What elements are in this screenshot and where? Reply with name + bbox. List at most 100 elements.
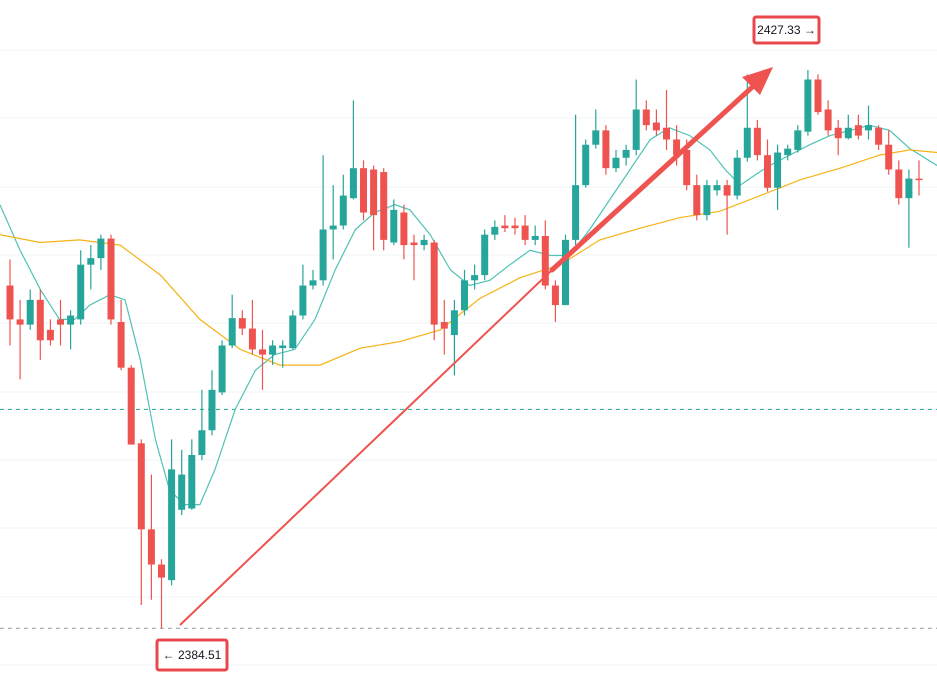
candle-body [400,212,408,246]
candle-body [46,329,54,341]
candle-body [592,130,600,145]
candle-body [905,178,913,199]
candle-body [97,238,105,259]
candle-body [865,125,872,131]
plot-area [0,70,937,629]
candle-body [228,318,236,346]
candle-body [733,157,741,196]
candle-body [713,185,721,191]
high-price-label: 2427.33 → [752,15,821,45]
trend-arrow [179,67,773,626]
candle-body [915,178,923,181]
candle-body [895,169,903,199]
candle-body [885,144,893,170]
candle-body [663,127,670,140]
candle-body [269,345,277,355]
candle-body [794,130,802,150]
candle-body [450,310,458,336]
candle-body [127,367,135,445]
candle-body [622,149,630,158]
candle-body [602,130,610,169]
candle-body [420,239,428,246]
candle-body [531,235,539,240]
candle-body [36,299,44,341]
candle-body [16,319,24,325]
indicator-line [0,149,937,366]
candle-body [259,349,266,355]
low-price-label: ← 2384.51 [155,638,229,672]
candle-body [804,79,812,132]
candle-body [107,238,115,320]
candle-body [683,149,691,186]
candle-body [319,229,327,281]
candle-body [289,315,297,349]
candle-body [501,225,509,229]
candle-body [844,127,852,139]
candle-body [147,529,155,565]
candle-body [198,430,206,456]
low-price-text: ← 2384.51 [163,648,222,662]
candle-body [279,345,287,349]
candle-body [188,455,196,509]
candle-body [521,225,529,240]
candle-body [67,315,75,325]
candle-body [339,195,347,226]
candle-body [360,168,367,213]
candle-body [410,242,418,246]
candle-body [208,389,216,431]
candle-body [814,79,822,113]
candle-body [440,322,448,329]
candle-body [703,185,711,216]
candle-body [834,127,842,139]
candle-body [673,139,681,156]
candle-body [764,155,771,188]
candle-body [309,280,317,286]
candle-body [238,318,246,329]
candle-body [551,285,559,306]
candle-body [875,127,883,145]
candle-body [854,125,862,136]
high-price-text: 2427.33 → [757,23,816,37]
candle-body [370,169,378,216]
candle-body [632,109,640,150]
candle-body [218,345,226,393]
candle-body [774,152,782,188]
candle-body [511,225,519,229]
candle-body [753,127,761,156]
candle-body [582,144,590,186]
candle-body [430,242,438,325]
candle-body [137,443,145,530]
candle-body [6,285,14,320]
candle-body [178,474,186,510]
candle-body [117,322,125,368]
candle-body [168,469,176,581]
candle-body [349,168,357,199]
candle-body [57,319,64,325]
candle-body [723,185,731,196]
candle-body [77,264,85,320]
candle-body [784,148,792,156]
candle-body [612,157,620,169]
candle-body [248,328,256,350]
candle-body [572,185,580,240]
candle-body [562,239,569,306]
candle-body [158,564,165,578]
candle-body [329,225,337,230]
grid [0,49,937,666]
candle-body [461,280,468,311]
candle-body [652,122,660,131]
candle-body [481,234,489,276]
candle-body [541,235,549,286]
candle-body [743,127,751,158]
candle-body [491,226,499,235]
candle-body [471,275,479,281]
candle-body [693,185,701,216]
candle-body [26,299,34,325]
candle-body [390,209,398,243]
candle-body [380,172,388,240]
candle-body [87,258,95,265]
candle-body [299,285,307,316]
candle-body [642,109,650,126]
candle-body [824,109,832,131]
